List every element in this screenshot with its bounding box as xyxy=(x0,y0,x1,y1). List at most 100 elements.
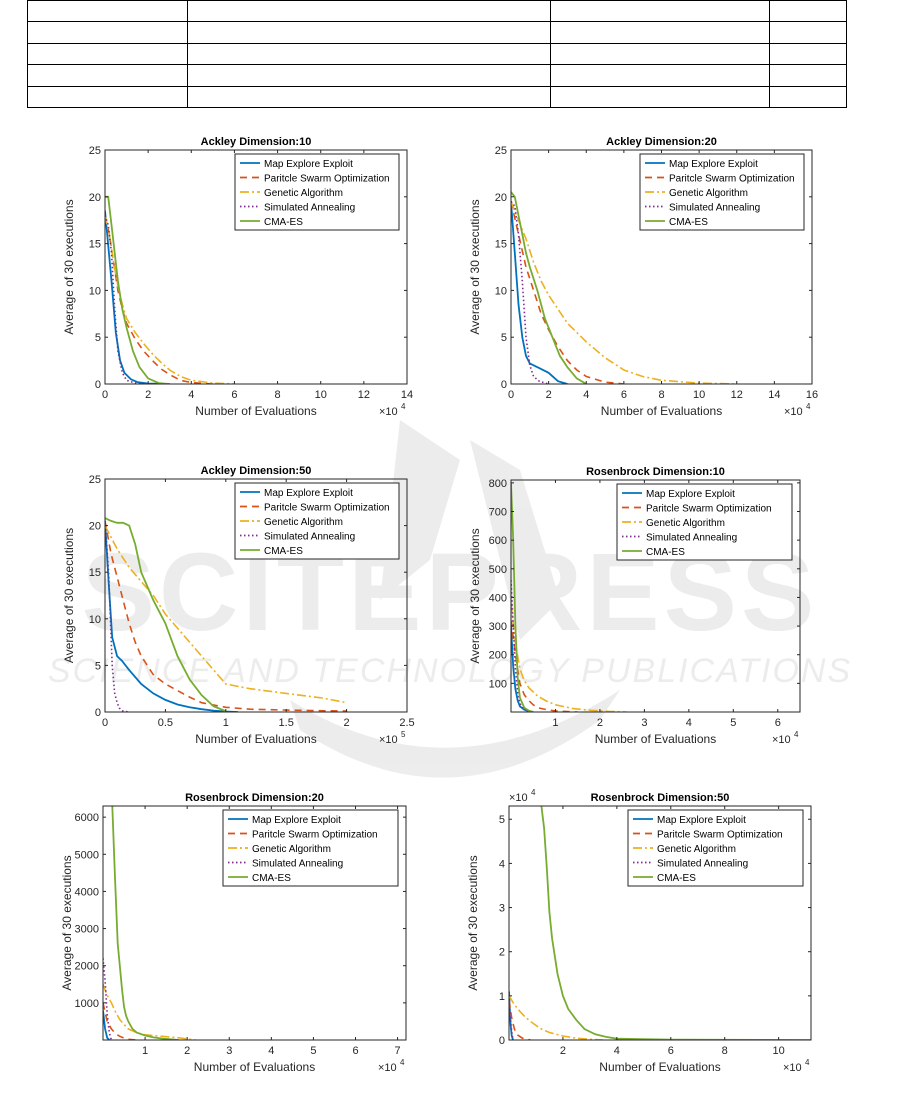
y-tick-label: 4000 xyxy=(75,886,99,898)
legend-item-label: Paritcle Swarm Optimization xyxy=(669,174,795,185)
legend-item-label: CMA-ES xyxy=(264,546,303,557)
y-tick-label: 0 xyxy=(499,1035,505,1047)
y-axis-label: Average of 30 executions xyxy=(62,199,76,334)
x-tick-label: 2 xyxy=(546,389,552,401)
legend-item-label: Map Explore Exploit xyxy=(669,159,758,170)
legend-item-label: Paritcle Swarm Optimization xyxy=(264,174,390,185)
series-group xyxy=(105,517,347,712)
legend-item-label: Simulated Annealing xyxy=(646,533,737,544)
legend-item-label: Genetic Algorithm xyxy=(252,844,331,855)
legend-box xyxy=(616,483,793,561)
legend-item-label: Simulated Annealing xyxy=(657,859,748,870)
x-tick-label: 0 xyxy=(508,389,514,401)
legend-item-label: Map Explore Exploit xyxy=(264,159,353,170)
legend-item-label: Genetic Algorithm xyxy=(657,844,736,855)
legend-item-label: Paritcle Swarm Optimization xyxy=(657,830,783,841)
x-tick-label: 4 xyxy=(614,1045,620,1057)
x-tick-label: 12 xyxy=(358,389,370,401)
series-group xyxy=(105,195,235,384)
series-line-cma-es xyxy=(540,806,811,1040)
series-line-cma-es xyxy=(111,806,179,1040)
x-tick-label: 1 xyxy=(223,717,229,729)
x-tick-label: 10 xyxy=(315,389,327,401)
parameter-table xyxy=(26,0,847,109)
legend-item-label: Paritcle Swarm Optimization xyxy=(646,504,772,515)
y-tick-label: 15 xyxy=(495,239,507,251)
x-tick-label: 6 xyxy=(775,717,781,729)
y-tick-label: 600 xyxy=(489,535,507,547)
x-tick-label: 2.5 xyxy=(399,717,414,729)
table-cell xyxy=(549,85,771,109)
series-line-map-explore-exploit xyxy=(105,520,238,712)
legend-item-label: Map Explore Exploit xyxy=(657,815,746,826)
x-tick-label: 5 xyxy=(310,1045,316,1057)
chart-1: Ackley Dimension:10 0 2 4 6 8 10 12 14 0 5 10 15 20 25… xyxy=(62,136,413,418)
legend-item-label: Simulated Annealing xyxy=(264,203,355,214)
y-tick-label: 400 xyxy=(489,592,507,604)
x-tick-label: 6 xyxy=(352,1045,358,1057)
y-tick-label: 200 xyxy=(489,650,507,662)
x-axis-exponent-power: 4 xyxy=(794,730,799,739)
y-axis-label: Average of 30 executions xyxy=(468,528,482,663)
y-tick-label: 15 xyxy=(89,239,101,251)
legend-item-label: Genetic Algorithm xyxy=(264,517,343,528)
chart-6: Rosenbrock Dimension:50 2 4 6 8 10 0 1 2 3 4 5 Numbe… xyxy=(466,788,812,1074)
x-axis-exponent: ×10 xyxy=(784,406,803,418)
x-tick-label: 7 xyxy=(395,1045,401,1057)
legend-item-label: Genetic Algorithm xyxy=(264,188,343,199)
series-line-map-explore-exploit xyxy=(511,201,568,384)
x-axis-exponent-power: 4 xyxy=(806,402,811,411)
chart-title: Rosenbrock Dimension:50 xyxy=(591,792,730,804)
x-tick-label: 2 xyxy=(145,389,151,401)
table-cell xyxy=(187,64,551,87)
x-tick-label: 0.5 xyxy=(158,717,173,729)
x-tick-label: 2 xyxy=(597,717,603,729)
x-axis-exponent: ×10 xyxy=(783,1062,802,1074)
legend-item-label: Map Explore Exploit xyxy=(252,815,341,826)
y-tick-label: 500 xyxy=(489,564,507,576)
x-tick-label: 3 xyxy=(226,1045,232,1057)
legend-item-label: Simulated Annealing xyxy=(669,203,760,214)
plot-area xyxy=(510,479,801,713)
y-tick-label: 800 xyxy=(489,478,507,490)
x-tick-label: 16 xyxy=(806,389,818,401)
table-cell xyxy=(769,0,847,23)
y-tick-label: 0 xyxy=(501,379,507,391)
y-axis-label: Average of 30 executions xyxy=(62,528,76,663)
series-line-genetic-algorithm xyxy=(105,525,347,704)
y-axis-exponent-power: 4 xyxy=(531,788,536,797)
legend-item-label: CMA-ES xyxy=(669,217,708,228)
x-axis-exponent-power: 5 xyxy=(401,730,406,739)
series-line-cma-es xyxy=(105,195,170,384)
x-tick-label: 4 xyxy=(188,389,194,401)
x-axis-exponent-power: 4 xyxy=(805,1058,810,1067)
series-line-simulated-annealing xyxy=(511,580,530,712)
x-tick-label: 1 xyxy=(142,1045,148,1057)
x-tick-label: 8 xyxy=(722,1045,728,1057)
legend-item-label: CMA-ES xyxy=(252,873,291,884)
table-cell xyxy=(26,42,189,66)
y-tick-label: 5 xyxy=(95,660,101,672)
legend-item-label: Map Explore Exploit xyxy=(646,489,735,500)
y-tick-label: 1000 xyxy=(75,998,99,1010)
table-cell xyxy=(769,42,847,66)
y-tick-label: 0 xyxy=(95,707,101,719)
x-tick-label: 4 xyxy=(268,1045,274,1057)
x-axis-label: Number of Evaluations xyxy=(195,404,316,418)
y-tick-label: 5 xyxy=(95,332,101,344)
y-tick-label: 5 xyxy=(499,814,505,826)
series-line-genetic-algorithm xyxy=(103,984,196,1040)
x-tick-label: 2 xyxy=(184,1045,190,1057)
legend-item-label: Map Explore Exploit xyxy=(264,488,353,499)
x-tick-label: 3 xyxy=(641,717,647,729)
series-line-paritcle-swarm-optimization xyxy=(511,201,624,384)
x-tick-label: 12 xyxy=(731,389,743,401)
chart-5: Rosenbrock Dimension:20 1 2 3 4 5 6 7 1000 2000 30… xyxy=(60,792,407,1074)
table-cell xyxy=(549,0,771,23)
table-cell xyxy=(187,42,551,66)
table-row xyxy=(26,42,847,66)
series-line-cma-es xyxy=(105,517,227,712)
x-tick-label: 1 xyxy=(552,717,558,729)
table-row xyxy=(26,64,847,87)
x-tick-label: 6 xyxy=(621,389,627,401)
